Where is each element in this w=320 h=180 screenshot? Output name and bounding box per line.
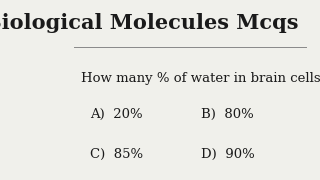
Text: Biological Molecules Mcqs: Biological Molecules Mcqs <box>0 13 299 33</box>
Text: B)  80%: B) 80% <box>202 108 254 121</box>
Text: C)  85%: C) 85% <box>90 148 143 161</box>
Text: A)  20%: A) 20% <box>90 108 143 121</box>
Text: How many % of water in brain cells is: How many % of water in brain cells is <box>81 72 320 85</box>
Text: D)  90%: D) 90% <box>202 148 255 161</box>
